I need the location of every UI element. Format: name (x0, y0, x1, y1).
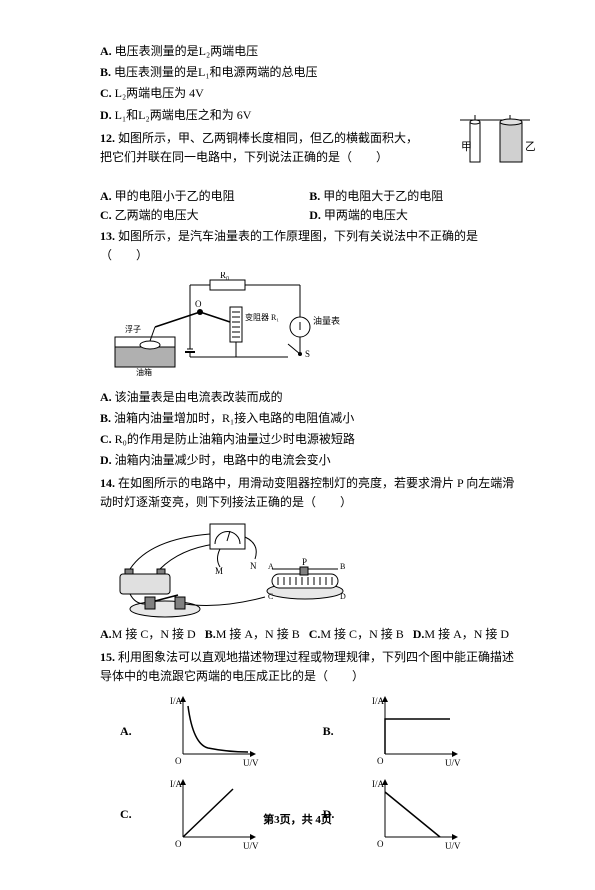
svg-text:B: B (340, 562, 345, 571)
chart-a: I/A U/V O (168, 694, 263, 769)
q13-figure: R₀ 油量表 S 变阻器 R₁ O (100, 272, 515, 382)
q11-opt-c: C. L₂两端电压为 4V (100, 84, 515, 103)
q14-opts: A.M 接 C，N 接 D B.M 接 A，N 接 B C.M 接 C，N 接 … (100, 625, 515, 644)
svg-text:P: P (302, 557, 307, 567)
label-yi: 乙 (525, 140, 535, 153)
q13-opt-c: C. R₀的作用是防止油箱内油量过少时电源被短路 (100, 430, 515, 449)
svg-text:N: N (250, 561, 257, 571)
q11-opt-b: B. 电压表测量的是L₁和电源两端的总电压 (100, 63, 515, 82)
chart-b: I/A U/V O (370, 694, 465, 769)
svg-text:A: A (268, 562, 274, 571)
svg-text:浮子: 浮子 (125, 324, 141, 334)
q13-opt-b: B. 油箱内油量增加时，R₁接入电路的电阻值减小 (100, 409, 515, 428)
page-footer: 第3页，共 4页 (0, 811, 595, 827)
q12: 12. 如图所示，甲、乙两铜棒长度相同，但乙的横截面积大，把它们并联在同一电路中… (100, 129, 515, 167)
q12-figure: 甲 乙 (455, 110, 535, 180)
svg-text:I/A: I/A (372, 779, 384, 789)
q15: 15. 利用图象法可以直观地描述物理过程或物理规律，下列四个图中能正确描述导体中… (100, 648, 515, 686)
q13-opt-d: D. 油箱内油量减少时，电路中的电流会变小 (100, 451, 515, 470)
svg-text:O: O (175, 756, 182, 766)
q11-opt-a: A. 电压表测量的是L₂两端电压 (100, 42, 515, 61)
svg-text:U/V: U/V (243, 841, 259, 851)
svg-text:变阻器 R₁: 变阻器 R₁ (245, 312, 279, 322)
svg-text:R₀: R₀ (220, 272, 229, 280)
svg-text:M: M (215, 566, 223, 576)
svg-text:O: O (175, 839, 182, 849)
svg-text:O: O (377, 756, 384, 766)
svg-text:U/V: U/V (445, 758, 461, 768)
svg-text:I/A: I/A (372, 696, 384, 706)
svg-text:I/A: I/A (170, 779, 182, 789)
svg-text:C: C (268, 592, 273, 601)
svg-text:油箱: 油箱 (136, 367, 152, 377)
q12-opts-row2: C. 乙两端的电压大 D. 甲两端的电压大 (100, 206, 515, 223)
q15-charts-row1: A. I/A U/V O B. I/A U/V O (120, 694, 515, 769)
svg-text:油量表: 油量表 (313, 315, 340, 326)
svg-text:O: O (195, 299, 202, 309)
svg-text:S: S (305, 349, 310, 359)
svg-text:D: D (340, 592, 346, 601)
svg-text:O: O (377, 839, 384, 849)
q11-opt-d: D. L₁和L₂两端电压之和为 6V (100, 106, 515, 125)
svg-text:U/V: U/V (243, 758, 259, 768)
q13: 13. 如图所示，是汽车油量表的工作原理图，下列有关说法中不正确的是（ ） (100, 227, 515, 265)
label-jia: 甲 (461, 141, 472, 153)
q13-opt-a: A. 该油量表是由电流表改装而成的 (100, 388, 515, 407)
q12-opts-row1: A. 甲的电阻小于乙的电阻 B. 甲的电阻大于乙的电阻 (100, 187, 515, 204)
svg-text:U/V: U/V (445, 841, 461, 851)
svg-text:I/A: I/A (170, 696, 182, 706)
q14-figure: N M P A B C D (100, 519, 515, 619)
q14: 14. 在如图所示的电路中，用滑动变阻器控制灯的亮度，若要求滑片 P 向左端滑动… (100, 474, 515, 512)
